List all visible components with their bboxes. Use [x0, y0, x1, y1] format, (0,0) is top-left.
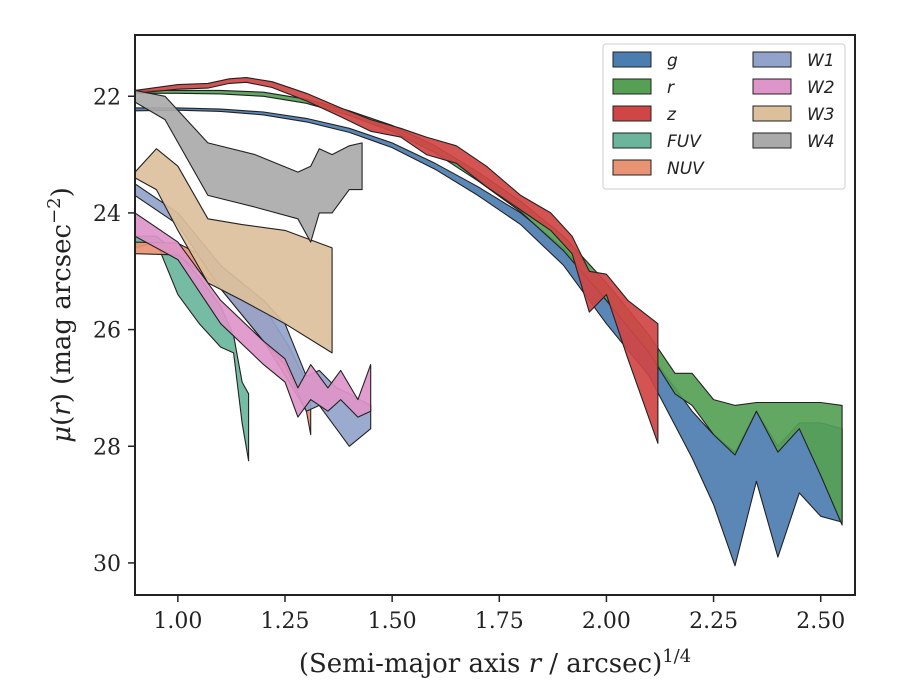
- legend-swatch-w2: [752, 78, 792, 95]
- legend-label-fuv: FUV: [667, 132, 702, 152]
- y-axis-label: μ(r) (mag arcsec−2): [44, 187, 77, 443]
- band-z: [135, 77, 659, 444]
- legend-label-w2: W2: [807, 78, 835, 98]
- y-tick-label: 28: [93, 435, 121, 460]
- legend: grz FUV NUV W1 W2 W3 W4: [602, 43, 846, 190]
- legend-label-w1: W1: [807, 51, 835, 71]
- legend-label-r: r: [667, 78, 675, 98]
- legend-label-z: z: [666, 105, 677, 125]
- x-tick-label: 1.00: [153, 609, 202, 634]
- legend-label-w4: W4: [807, 132, 835, 152]
- y-tick-label: 30: [93, 552, 121, 577]
- legend-swatch-w3: [752, 105, 792, 122]
- plot-area: [135, 77, 843, 567]
- x-tick-label: 1.25: [261, 609, 310, 634]
- y-tick-label: 26: [93, 319, 121, 344]
- band-w4: [135, 89, 363, 243]
- y-tick-label: 22: [93, 85, 121, 110]
- legend-label-g: g: [667, 51, 678, 71]
- legend-swatch-r: [612, 78, 652, 95]
- x-tick-label: 1.50: [368, 609, 417, 634]
- legend-swatch-w1: [752, 51, 792, 68]
- band-w3: [135, 148, 333, 354]
- legend-label-w3: W3: [807, 105, 835, 125]
- legend-swatch-g: [612, 51, 652, 68]
- x-tick-label: 2.00: [582, 609, 631, 634]
- y-tick-label: 24: [93, 202, 121, 227]
- y-axis: 22 24 26 28 30: [93, 85, 135, 577]
- legend-swatch-fuv: [612, 132, 652, 149]
- legend-label-nuv: NUV: [667, 159, 705, 179]
- band-w2: [135, 212, 372, 418]
- x-tick-label: 2.50: [796, 609, 845, 634]
- plot-frame: [134, 34, 856, 596]
- x-tick-label: 1.75: [475, 609, 524, 634]
- x-axis: 1.00 1.25 1.50 1.75 2.00 2.25 2.50: [153, 595, 845, 634]
- legend-swatch-nuv: [612, 159, 652, 176]
- legend-swatch-z: [612, 105, 652, 122]
- legend-swatch-w4: [752, 132, 792, 149]
- x-axis-label: (Semi-major axis r / arcsec)1/4: [299, 646, 691, 679]
- x-tick-label: 2.25: [689, 609, 738, 634]
